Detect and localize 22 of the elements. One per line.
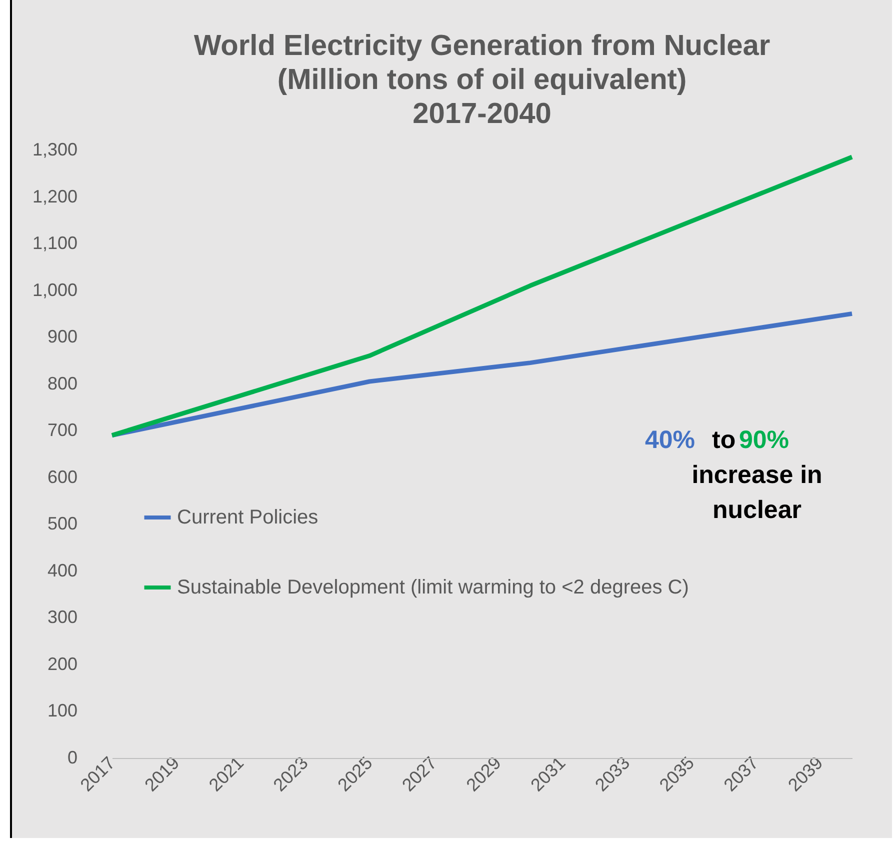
y-tick-label: 900 xyxy=(47,326,78,347)
annotation: 40% xyxy=(645,426,696,454)
y-tick-label: 100 xyxy=(47,700,78,721)
y-tick-label: 500 xyxy=(47,514,78,534)
y-tick-label: 1,100 xyxy=(32,233,78,254)
y-tick-label: 1,300 xyxy=(32,140,78,160)
annotation: nuclear xyxy=(712,496,802,524)
y-tick-label: 0 xyxy=(67,748,78,768)
annotation: increase in xyxy=(692,461,822,489)
y-tick-label: 200 xyxy=(47,654,78,674)
y-tick-label: 300 xyxy=(47,607,78,628)
legend-label: Sustainable Development (limit warming to <2 degrees C) xyxy=(177,576,689,598)
chart-title: World Electricity Generation from Nuclear (Million tons of oil equivalent) 2017-2040 xyxy=(194,30,770,130)
y-tick-label: 800 xyxy=(47,373,78,394)
y-tick-label: 700 xyxy=(47,420,78,440)
y-tick-label: 1,200 xyxy=(32,186,78,206)
legend-label: Current Policies xyxy=(177,506,318,528)
y-tick-label: 1,000 xyxy=(32,280,78,300)
y-tick-label: 600 xyxy=(47,466,78,487)
annotation: 90% xyxy=(739,426,790,454)
y-tick-label: 400 xyxy=(47,560,78,580)
annotation: to xyxy=(712,426,736,454)
